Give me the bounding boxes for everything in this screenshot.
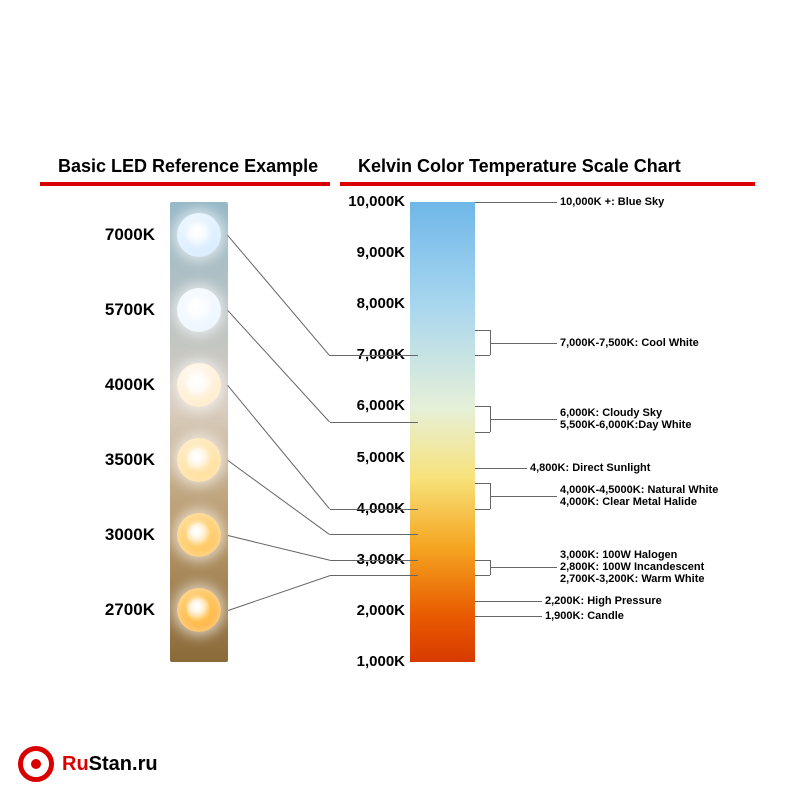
kelvin-scale-tick: 10,000K — [335, 193, 405, 210]
connector-line — [475, 509, 490, 510]
connector-line — [475, 601, 542, 602]
kelvin-gradient-bar — [410, 202, 475, 662]
led-label: 4000K — [75, 375, 155, 395]
connector-line — [330, 422, 418, 423]
connector-line — [227, 460, 330, 535]
connector-line — [475, 560, 490, 561]
led-label: 2700K — [75, 600, 155, 620]
kelvin-scale-tick: 1,000K — [335, 653, 405, 670]
connector-line — [490, 419, 557, 420]
led-bulb — [177, 213, 221, 257]
kelvin-annotation: 2,200K: High Pressure — [545, 595, 662, 607]
led-strip — [170, 202, 228, 662]
led-label: 3500K — [75, 450, 155, 470]
connector-line — [475, 616, 542, 617]
connector-line — [330, 509, 418, 510]
underline-right — [340, 182, 755, 186]
logo-text: RuStan.ru — [62, 753, 158, 776]
connector-line — [475, 202, 557, 203]
led-label: 3000K — [75, 525, 155, 545]
connector-line — [330, 560, 418, 561]
brand-logo: RuStan.ru — [18, 746, 158, 782]
connector-line — [475, 468, 527, 469]
kelvin-scale-tick: 2,000K — [335, 602, 405, 619]
connector-line — [330, 575, 418, 576]
connector-line — [490, 343, 557, 344]
connector-line — [475, 406, 490, 407]
led-bulb — [177, 588, 221, 632]
underline-left — [40, 182, 330, 186]
kelvin-scale-tick: 8,000K — [335, 295, 405, 312]
connector-line — [228, 575, 330, 611]
connector-line — [475, 575, 490, 576]
connector-line — [490, 567, 557, 568]
connector-line — [227, 310, 330, 422]
led-bulb — [177, 288, 221, 332]
connector-line — [490, 496, 557, 497]
kelvin-annotation: 7,000K-7,500K: Cool White — [560, 337, 699, 349]
kelvin-annotation: 4,000K-4,5000K: Natural White4,000K: Cle… — [560, 484, 718, 508]
heading-left: Basic LED Reference Example — [58, 156, 318, 183]
connector-line — [330, 534, 418, 535]
kelvin-annotation: 4,800K: Direct Sunlight — [530, 462, 650, 474]
heading-right: Kelvin Color Temperature Scale Chart — [358, 156, 681, 183]
led-bulb — [177, 438, 221, 482]
connector-line — [227, 235, 330, 356]
led-label: 7000K — [75, 225, 155, 245]
connector-line — [228, 535, 330, 561]
logo-ring-icon — [18, 746, 54, 782]
led-bulb — [177, 363, 221, 407]
led-label: 5700K — [75, 300, 155, 320]
kelvin-scale-tick: 6,000K — [335, 397, 405, 414]
led-bulb — [177, 513, 221, 557]
kelvin-scale-tick: 5,000K — [335, 449, 405, 466]
kelvin-annotation: 1,900K: Candle — [545, 610, 624, 622]
kelvin-scale-tick: 9,000K — [335, 244, 405, 261]
kelvin-annotation: 3,000K: 100W Halogen2,800K: 100W Incande… — [560, 549, 704, 585]
connector-line — [330, 355, 418, 356]
chart-canvas: Basic LED Reference Example Kelvin Color… — [0, 0, 800, 800]
connector-line — [475, 483, 490, 484]
connector-line — [475, 330, 490, 331]
connector-line — [475, 355, 490, 356]
kelvin-annotation: 10,000K +: Blue Sky — [560, 196, 664, 208]
connector-line — [475, 432, 490, 433]
kelvin-annotation: 6,000K: Cloudy Sky5,500K-6,000K:Day Whit… — [560, 407, 691, 431]
connector-line — [227, 385, 330, 509]
